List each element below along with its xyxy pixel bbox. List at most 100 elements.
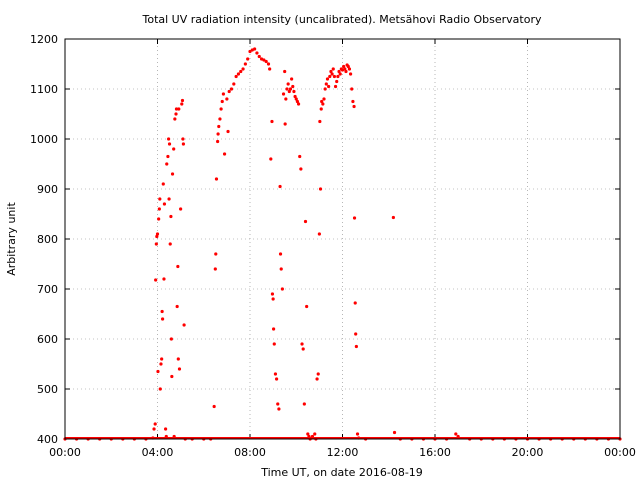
data-point bbox=[352, 104, 356, 109]
data-point bbox=[170, 172, 175, 176]
data-point bbox=[344, 69, 348, 74]
data-point bbox=[160, 317, 165, 321]
data-point bbox=[239, 69, 243, 74]
data-point bbox=[229, 87, 234, 91]
data-point bbox=[300, 342, 304, 346]
data-point bbox=[327, 84, 331, 89]
data-point bbox=[283, 122, 287, 126]
data-point bbox=[332, 74, 337, 79]
data-point bbox=[355, 432, 360, 436]
data-point bbox=[301, 347, 305, 351]
x-axis-label: Time UT, on date 2016-08-19 bbox=[260, 466, 423, 479]
data-point bbox=[159, 362, 163, 366]
data-point bbox=[392, 430, 397, 435]
data-point bbox=[221, 92, 226, 96]
plot-frame bbox=[64, 38, 621, 440]
data-point bbox=[180, 102, 184, 106]
y-tick-label: 1000 bbox=[30, 133, 58, 146]
data-point bbox=[310, 434, 315, 439]
data-point bbox=[181, 137, 185, 141]
x-tick-label: 04:00 bbox=[142, 446, 174, 459]
data-point bbox=[291, 84, 295, 89]
data-point bbox=[220, 99, 224, 104]
data-point bbox=[352, 216, 357, 220]
data-point bbox=[234, 74, 238, 79]
data-point bbox=[321, 102, 325, 106]
data-point bbox=[226, 129, 230, 134]
data-point bbox=[241, 67, 245, 71]
data-point bbox=[273, 372, 278, 376]
data-point bbox=[335, 79, 339, 84]
data-point bbox=[293, 94, 297, 99]
data-point bbox=[167, 142, 172, 146]
data-point bbox=[347, 67, 352, 71]
data-point bbox=[325, 77, 330, 81]
data-point bbox=[279, 267, 283, 271]
data-point bbox=[277, 407, 281, 411]
data-point bbox=[286, 82, 290, 86]
data-point bbox=[294, 97, 298, 101]
data-point bbox=[318, 119, 322, 124]
data-point bbox=[162, 202, 167, 206]
data-point bbox=[222, 152, 227, 156]
data-point bbox=[165, 162, 169, 166]
data-point bbox=[328, 74, 332, 79]
data-point bbox=[354, 344, 358, 349]
data-point bbox=[296, 102, 301, 106]
data-point bbox=[155, 234, 159, 239]
data-point bbox=[255, 51, 259, 55]
data-point bbox=[152, 427, 156, 431]
data-point bbox=[160, 309, 164, 314]
data-point bbox=[156, 369, 160, 374]
data-point bbox=[163, 427, 168, 431]
data-point bbox=[177, 107, 181, 111]
data-point bbox=[348, 72, 353, 76]
data-point bbox=[172, 434, 176, 439]
data-point bbox=[153, 422, 157, 426]
y-axis-label: Arbitrary unit bbox=[5, 202, 18, 276]
data-point bbox=[270, 292, 275, 296]
data-point bbox=[243, 62, 247, 66]
data-point bbox=[213, 267, 217, 271]
data-point bbox=[331, 67, 335, 71]
data-point bbox=[160, 357, 164, 361]
data-point bbox=[276, 402, 280, 406]
data-point bbox=[280, 287, 284, 291]
data-point bbox=[212, 404, 216, 409]
data-point bbox=[313, 432, 317, 436]
data-point bbox=[177, 367, 182, 371]
data-point bbox=[182, 323, 186, 327]
data-point bbox=[271, 327, 276, 331]
data-point bbox=[172, 147, 176, 151]
data-point bbox=[329, 69, 333, 74]
data-point bbox=[266, 62, 271, 66]
y-tick-label: 800 bbox=[37, 233, 58, 246]
data-points bbox=[63, 47, 622, 441]
data-point bbox=[274, 377, 279, 381]
x-tick-label: 00:00 bbox=[49, 446, 81, 459]
data-point bbox=[158, 387, 162, 391]
data-point bbox=[298, 154, 302, 159]
y-tick-label: 500 bbox=[37, 383, 58, 396]
data-point bbox=[268, 67, 272, 71]
data-point bbox=[322, 97, 326, 101]
data-point bbox=[302, 402, 306, 406]
y-tick-label: 900 bbox=[37, 183, 58, 196]
data-point bbox=[320, 99, 324, 104]
data-point bbox=[168, 242, 172, 246]
data-point bbox=[176, 264, 180, 269]
data-point bbox=[264, 59, 268, 64]
data-point bbox=[214, 177, 219, 181]
data-point bbox=[272, 342, 276, 346]
data-point bbox=[342, 64, 346, 69]
x-tick-label: 08:00 bbox=[234, 446, 266, 459]
data-point bbox=[253, 47, 257, 51]
data-point bbox=[175, 304, 179, 309]
data-point bbox=[155, 232, 160, 236]
data-point bbox=[281, 92, 286, 96]
data-point bbox=[180, 98, 185, 103]
data-point bbox=[154, 278, 158, 282]
x-tick-label: 00:00 bbox=[604, 446, 636, 459]
data-point bbox=[225, 97, 229, 101]
